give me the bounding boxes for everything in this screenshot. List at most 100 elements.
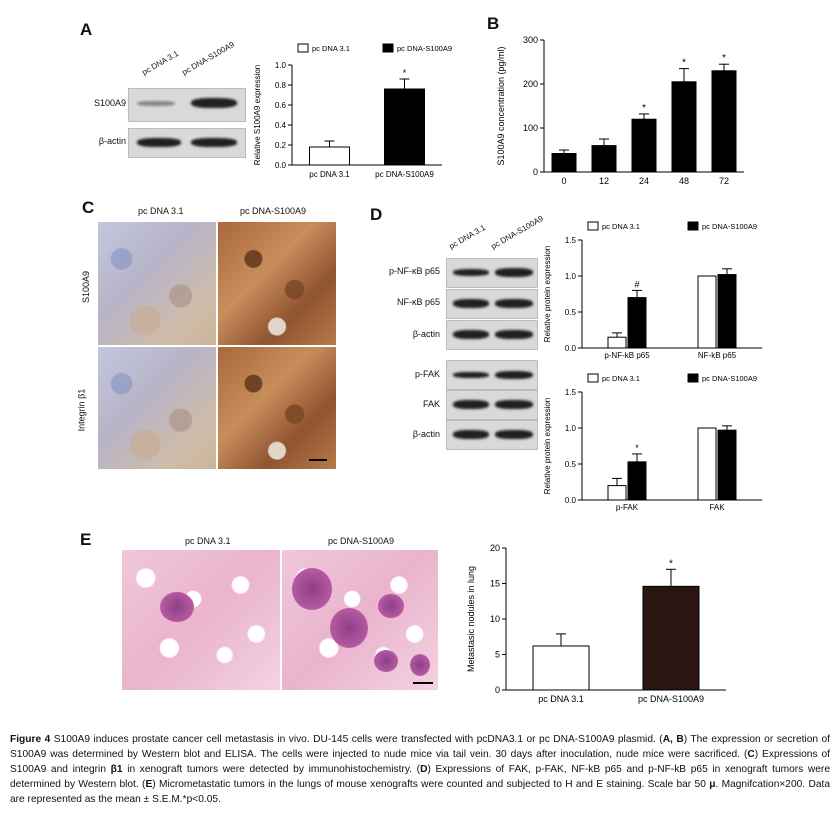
significance-mark: *	[642, 103, 646, 114]
blot-band	[453, 400, 489, 409]
panel-letter-d: D	[370, 205, 383, 224]
caption-ref: E	[145, 779, 153, 790]
chart-d2: 0.0 0.5 1.0 1.5 Relative protein expression *…	[543, 373, 762, 512]
legend-swatch	[687, 373, 699, 383]
y-tick-label: 0.5	[565, 308, 577, 317]
lane-label-s100a9: pc DNA-S100A9	[180, 39, 236, 77]
caption-ref: A, B	[662, 734, 684, 745]
x-tick-label: p-NF-kB p65	[604, 351, 650, 360]
caption-text: ) Expressions of S100A9 and integrin	[10, 749, 830, 775]
bar-s100a9	[717, 429, 737, 501]
y-tick-label: 1.0	[275, 61, 287, 70]
scale-bar	[309, 459, 327, 461]
y-axis-label: S100A9 concentration (pg/ml)	[496, 46, 506, 165]
x-tick-label: pc DNA 3.1	[309, 170, 350, 179]
chart-a: 0.0 0.2 0.4 0.6 0.8 1.0 Relative S100A9 expres…	[253, 43, 452, 179]
significance-mark: *	[669, 558, 673, 569]
panel-letter-b: B	[487, 14, 500, 33]
y-axis-label: Relative S100A9 expression	[253, 65, 262, 166]
caption-mu: μ	[709, 779, 716, 790]
x-tick-label: pc DNA-S100A9	[375, 170, 434, 179]
he-col-ctrl: pc DNA 3.1	[185, 536, 231, 546]
x-tick-label: 48	[679, 176, 689, 186]
y-tick-label: 10	[490, 614, 500, 624]
significance-mark: *	[722, 53, 726, 64]
blot-strip-actin-2	[446, 420, 538, 450]
blot-band	[495, 330, 533, 339]
bar-s100a9	[717, 274, 737, 349]
blot-strip-nfkb	[446, 289, 538, 319]
y-tick-label: 15	[490, 579, 500, 589]
significance-mark: *	[635, 443, 639, 453]
caption-text: ) The expression or secretion of S100A9 …	[10, 734, 831, 760]
chart-d1: 0.0 0.5 1.0 1.5 Relative protein expression #…	[543, 221, 762, 360]
significance-mark: #	[634, 279, 639, 289]
y-tick-label: 0.4	[275, 121, 287, 130]
bar-ctrl	[607, 336, 627, 349]
y-axis-label: Relative protein expression	[543, 246, 552, 343]
caption-text: in xenograft tumors were detected by imm…	[122, 764, 421, 775]
blot-band	[453, 299, 489, 308]
bar	[671, 81, 697, 173]
y-tick-label: 1.0	[565, 272, 577, 281]
blot-band	[137, 101, 175, 106]
y-tick-label: 200	[523, 79, 538, 89]
he-col-s100a9: pc DNA-S100A9	[328, 536, 395, 546]
he-image-ctrl	[122, 550, 280, 690]
blot-strip-actin-1	[446, 320, 538, 350]
ihc-col-ctrl: pc DNA 3.1	[138, 206, 184, 216]
caption-ref: D	[420, 764, 428, 775]
blot-strip-actin	[128, 128, 246, 158]
bar	[532, 645, 590, 691]
lane-label-ctrl: pc DNA 3.1	[140, 48, 181, 77]
blot-label-nfkb: NF-κB p65	[396, 297, 440, 307]
blot-strip-s100a9	[128, 88, 246, 122]
y-tick-label: 0.2	[275, 141, 287, 150]
bar	[642, 585, 700, 691]
bar-s100a9	[627, 297, 647, 349]
x-tick-label: FAK	[709, 503, 725, 512]
panel-letter-e: E	[80, 530, 92, 549]
ihc-image-ctrl-integrin	[98, 347, 216, 469]
bar	[711, 70, 737, 173]
blot-band	[191, 98, 237, 108]
bar-ctrl	[607, 485, 627, 501]
legend-label: pc DNA-S100A9	[702, 222, 757, 231]
legend-swatch	[587, 373, 599, 383]
blot-label-s100a9: S100A9	[93, 98, 126, 108]
significance-mark: *	[403, 68, 407, 78]
x-tick-label: pc DNA-S100A9	[638, 694, 704, 704]
bar-s100a9	[627, 461, 647, 501]
legend-swatch	[382, 43, 394, 53]
y-tick-label: 100	[523, 123, 538, 133]
y-axis-label: Metastasic nodules in lung	[466, 566, 476, 672]
y-tick-label: 1.5	[565, 388, 577, 397]
x-tick-label: 12	[599, 176, 609, 186]
he-nodule	[378, 594, 404, 618]
caption-ref: C	[747, 749, 755, 760]
legend-swatch	[297, 43, 309, 53]
x-tick-label: NF-kB p65	[698, 351, 737, 360]
y-tick-label: 0.0	[565, 496, 577, 505]
he-image-s100a9	[282, 550, 438, 690]
caption-text: ) Micrometastatic tumors in the lungs of…	[152, 779, 710, 790]
blot-band	[453, 372, 489, 378]
he-nodule	[292, 568, 332, 610]
x-tick-label: p-FAK	[616, 503, 639, 512]
x-tick-label: pc DNA 3.1	[538, 694, 584, 704]
blot-band	[453, 269, 489, 276]
y-tick-label: 0.0	[275, 161, 287, 170]
y-tick-label: 0.8	[275, 81, 287, 90]
legend-swatch	[587, 221, 599, 231]
significance-mark: *	[682, 58, 686, 69]
blot-label-fak: FAK	[422, 399, 440, 409]
bar-ctrl	[697, 275, 717, 349]
blot-band	[453, 430, 489, 439]
lane-label-ctrl: pc DNA 3.1	[447, 222, 488, 251]
y-tick-label: 1.0	[565, 424, 577, 433]
ihc-col-s100a9: pc DNA-S100A9	[240, 206, 307, 216]
he-nodule	[374, 650, 398, 672]
blot-strip-pfak	[446, 360, 538, 390]
legend-label: pc DNA 3.1	[602, 374, 640, 383]
bar-ctrl	[697, 427, 717, 501]
